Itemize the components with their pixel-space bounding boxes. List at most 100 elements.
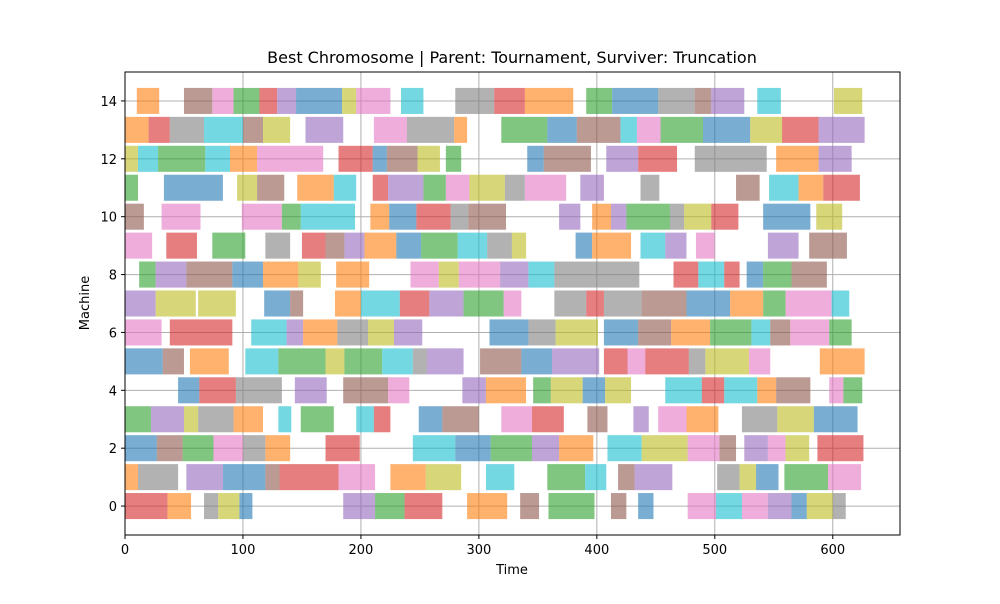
task-bar bbox=[406, 116, 455, 143]
task-bar bbox=[150, 406, 184, 433]
task-bar bbox=[259, 87, 278, 114]
task-bar bbox=[401, 87, 424, 114]
task-bar bbox=[229, 145, 258, 172]
task-bar bbox=[125, 435, 157, 462]
task-bar bbox=[189, 348, 229, 375]
task-bar bbox=[831, 290, 850, 317]
task-bar bbox=[823, 174, 860, 201]
task-bar bbox=[501, 406, 532, 433]
task-bar bbox=[412, 435, 456, 462]
chart-title: Best Chromosome | Parent: Tournament, Su… bbox=[267, 48, 757, 67]
task-bar bbox=[417, 145, 440, 172]
y-tick-label: 10 bbox=[100, 211, 117, 226]
task-bar bbox=[791, 493, 807, 520]
task-bar bbox=[163, 174, 223, 201]
task-bar bbox=[412, 348, 427, 375]
task-bar bbox=[671, 319, 711, 346]
task-bar bbox=[638, 145, 678, 172]
task-bar bbox=[592, 232, 632, 259]
task-bar bbox=[389, 203, 417, 230]
task-bar bbox=[277, 87, 297, 114]
task-bar bbox=[559, 203, 581, 230]
task-bar bbox=[832, 493, 846, 520]
y-axis-label: Machine bbox=[78, 276, 93, 330]
task-bar bbox=[125, 493, 168, 520]
task-bar bbox=[125, 232, 153, 259]
task-bar bbox=[372, 145, 387, 172]
task-bar bbox=[658, 406, 687, 433]
x-tick-label: 400 bbox=[584, 543, 609, 558]
task-bar bbox=[576, 116, 621, 143]
y-tick-label: 8 bbox=[109, 269, 117, 284]
task-bar bbox=[125, 290, 156, 317]
task-bar bbox=[218, 493, 240, 520]
task-bar bbox=[828, 464, 862, 491]
task-bar bbox=[286, 319, 304, 346]
task-bar bbox=[235, 377, 282, 404]
task-bar bbox=[638, 493, 654, 520]
task-bar bbox=[418, 406, 443, 433]
x-tick-label: 300 bbox=[466, 543, 491, 558]
x-tick-label: 500 bbox=[702, 543, 727, 558]
task-bar bbox=[559, 435, 594, 462]
task-bar bbox=[741, 406, 778, 433]
task-bar bbox=[212, 232, 246, 259]
task-bar bbox=[750, 116, 783, 143]
task-bar bbox=[777, 406, 814, 433]
task-bar bbox=[665, 377, 702, 404]
task-bar bbox=[582, 377, 606, 404]
x-tick-label: 200 bbox=[349, 543, 374, 558]
task-bar bbox=[421, 232, 458, 259]
task-bar bbox=[640, 174, 660, 201]
task-bar bbox=[686, 290, 731, 317]
task-bar bbox=[182, 435, 214, 462]
task-bar bbox=[711, 87, 745, 114]
task-bar bbox=[338, 145, 373, 172]
task-bar bbox=[767, 232, 799, 259]
task-bar bbox=[741, 493, 768, 520]
task-bar bbox=[603, 319, 639, 346]
y-tick-label: 6 bbox=[109, 326, 117, 341]
task-bar bbox=[784, 464, 829, 491]
task-bar bbox=[125, 174, 138, 201]
task-bar bbox=[550, 377, 583, 404]
task-bar bbox=[263, 116, 291, 143]
task-bar bbox=[463, 290, 504, 317]
task-bar bbox=[325, 348, 345, 375]
task-bar bbox=[198, 406, 234, 433]
task-bar bbox=[669, 203, 685, 230]
task-bar bbox=[552, 348, 600, 375]
task-bar bbox=[798, 174, 824, 201]
task-bar bbox=[125, 348, 163, 375]
task-bar bbox=[344, 232, 365, 259]
task-bar bbox=[620, 116, 637, 143]
task-bar bbox=[485, 377, 527, 404]
task-bar bbox=[445, 145, 462, 172]
task-bar bbox=[263, 261, 299, 288]
task-bar bbox=[501, 116, 548, 143]
task-bar bbox=[524, 87, 574, 114]
task-bar bbox=[719, 435, 737, 462]
task-bar bbox=[462, 377, 486, 404]
axis-ticks: 0 100 200 300 400 500 600 0 2 4 6 8 10 12 14 bbox=[100, 95, 845, 558]
task-bar bbox=[404, 493, 443, 520]
task-bar bbox=[791, 261, 827, 288]
task-bar bbox=[763, 290, 786, 317]
task-bar bbox=[278, 406, 292, 433]
task-bar bbox=[373, 406, 391, 433]
task-bar bbox=[454, 116, 468, 143]
task-bar bbox=[281, 203, 301, 230]
task-bar bbox=[769, 174, 799, 201]
task-bar bbox=[205, 145, 230, 172]
task-bar bbox=[813, 406, 858, 433]
task-bar bbox=[239, 493, 253, 520]
task-bar bbox=[334, 290, 361, 317]
task-bar bbox=[612, 87, 659, 114]
task-bar bbox=[763, 261, 792, 288]
task-bar bbox=[688, 348, 706, 375]
task-bar bbox=[751, 319, 771, 346]
task-bar bbox=[640, 232, 666, 259]
task-bar bbox=[818, 145, 852, 172]
task-bar bbox=[698, 261, 725, 288]
task-bar bbox=[833, 87, 863, 114]
